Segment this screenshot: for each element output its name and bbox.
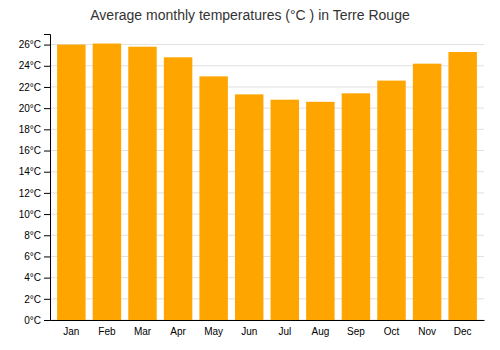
bar bbox=[57, 45, 85, 320]
y-tick-mark bbox=[44, 278, 50, 279]
y-tick-label: 26°C bbox=[19, 39, 41, 50]
x-tick-label: Dec bbox=[454, 326, 472, 337]
y-tick-label: 22°C bbox=[19, 82, 41, 93]
y-axis-line bbox=[44, 35, 51, 321]
y-tick: 10°C bbox=[19, 209, 50, 220]
x-tick: Jul bbox=[278, 326, 291, 337]
y-tick-mark bbox=[44, 129, 50, 130]
y-tick-mark bbox=[44, 87, 50, 88]
y-axis: 0°C 2°C 4°C 6°C 8°C 10°C 12°C 14°C 16°C 18°C 20°C 2… bbox=[19, 35, 51, 326]
bar bbox=[93, 44, 121, 320]
x-tick-label: Nov bbox=[418, 326, 436, 337]
bar bbox=[271, 100, 299, 320]
x-axis-line bbox=[51, 320, 485, 321]
x-tick-label: Jan bbox=[63, 326, 79, 337]
bar bbox=[342, 93, 370, 320]
y-tick-mark bbox=[44, 172, 50, 173]
y-tick-mark bbox=[44, 193, 50, 194]
y-tick: 2°C bbox=[24, 294, 50, 305]
chart-container: Average monthly temperatures (°C ) in Te… bbox=[0, 0, 500, 350]
x-tick-label: Jul bbox=[278, 326, 291, 337]
bar bbox=[235, 94, 263, 320]
x-tick-label: May bbox=[204, 326, 223, 337]
y-tick: 14°C bbox=[19, 166, 50, 177]
chart-svg: Average monthly temperatures (°C ) in Te… bbox=[0, 0, 500, 350]
y-tick-mark bbox=[44, 108, 50, 109]
x-tick: Feb bbox=[98, 326, 116, 337]
x-tick-label: Aug bbox=[311, 326, 329, 337]
bar bbox=[413, 64, 441, 320]
y-tick-label: 12°C bbox=[19, 188, 41, 199]
y-tick-label: 18°C bbox=[19, 124, 41, 135]
y-tick: 26°C bbox=[19, 39, 50, 50]
x-tick: Jun bbox=[241, 326, 257, 337]
x-tick: Jan bbox=[63, 326, 79, 337]
plot: 0°C 2°C 4°C 6°C 8°C 10°C 12°C 14°C 16°C 18°C 20°C 2… bbox=[19, 35, 485, 338]
bar bbox=[164, 57, 192, 320]
y-tick-label: 20°C bbox=[19, 103, 41, 114]
x-tick: Nov bbox=[418, 326, 436, 337]
y-tick-mark bbox=[44, 235, 50, 236]
bars bbox=[57, 44, 477, 320]
x-tick-label: Sep bbox=[347, 326, 365, 337]
y-tick: 24°C bbox=[19, 60, 50, 71]
y-tick: 8°C bbox=[24, 230, 50, 241]
x-axis: Jan Feb Mar Apr May Jun Jul Aug Sep Oct Nov Dec bbox=[51, 321, 485, 338]
y-tick: 20°C bbox=[19, 103, 50, 114]
y-tick-label: 0°C bbox=[24, 315, 41, 326]
y-tick-mark bbox=[44, 256, 50, 257]
bar bbox=[306, 102, 334, 320]
x-tick: Aug bbox=[311, 326, 329, 337]
y-tick: 18°C bbox=[19, 124, 50, 135]
y-tick-label: 8°C bbox=[24, 230, 41, 241]
x-tick: Dec bbox=[454, 326, 472, 337]
y-tick: 22°C bbox=[19, 82, 50, 93]
bar bbox=[199, 76, 227, 320]
y-tick: 0°C bbox=[24, 315, 50, 326]
y-tick-label: 10°C bbox=[19, 209, 41, 220]
x-tick: Mar bbox=[134, 326, 152, 337]
x-tick: May bbox=[204, 326, 223, 337]
x-tick: Oct bbox=[384, 326, 400, 337]
x-tick: Apr bbox=[170, 326, 186, 337]
y-tick-mark bbox=[44, 151, 50, 152]
bar bbox=[377, 81, 405, 320]
y-tick-mark bbox=[44, 214, 50, 215]
y-tick-mark bbox=[44, 66, 50, 67]
y-tick-label: 14°C bbox=[19, 166, 41, 177]
y-tick: 12°C bbox=[19, 188, 50, 199]
title: Average monthly temperatures (°C ) in Te… bbox=[90, 7, 410, 23]
x-tick-label: Feb bbox=[98, 326, 116, 337]
y-tick: 4°C bbox=[24, 272, 50, 283]
x-tick-label: Mar bbox=[134, 326, 152, 337]
x-tick-label: Oct bbox=[384, 326, 400, 337]
y-tick-label: 16°C bbox=[19, 145, 41, 156]
y-tick-label: 4°C bbox=[24, 272, 41, 283]
x-tick-label: Jun bbox=[241, 326, 257, 337]
bar bbox=[448, 52, 476, 320]
y-tick-mark bbox=[44, 45, 50, 46]
y-tick: 6°C bbox=[24, 251, 50, 262]
x-tick-label: Apr bbox=[170, 326, 186, 337]
y-tick: 16°C bbox=[19, 145, 50, 156]
y-tick-label: 2°C bbox=[24, 294, 41, 305]
x-tick: Sep bbox=[347, 326, 365, 337]
bar bbox=[128, 47, 156, 320]
y-tick-mark bbox=[44, 320, 50, 321]
y-tick-label: 6°C bbox=[24, 251, 41, 262]
y-tick-label: 24°C bbox=[19, 60, 41, 71]
y-tick-mark bbox=[44, 299, 50, 300]
